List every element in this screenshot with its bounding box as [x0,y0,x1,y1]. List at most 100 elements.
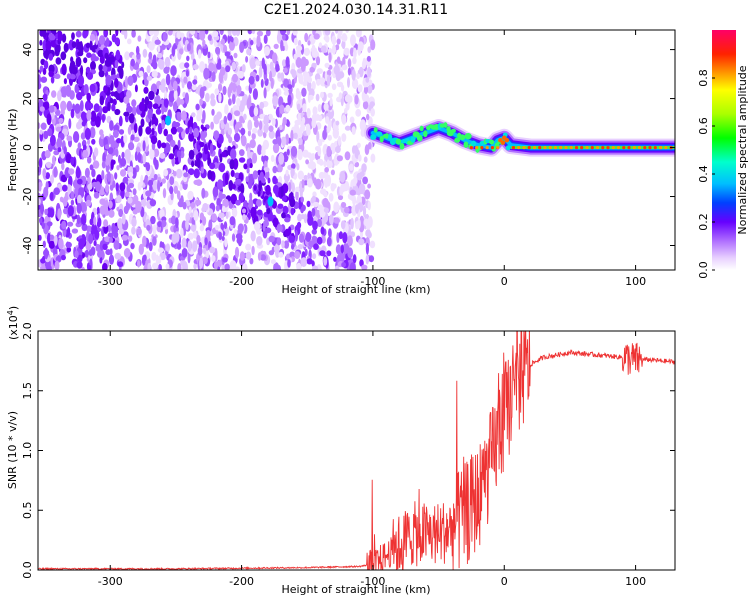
noise-blob [116,138,122,144]
noise-blob [157,247,164,253]
noise-blob [197,246,203,256]
signal-peak-dot [601,146,605,150]
noise-blob [108,237,113,243]
noise-blob [173,89,178,101]
noise-blob [367,85,373,94]
noise-blob [199,257,204,269]
snr-x-axis-label: Height of straight line (km) [281,583,430,596]
noise-blob [252,127,258,134]
noise-blob [221,205,226,213]
noise-blob [85,199,92,207]
noise-blob [298,202,302,210]
noise-blob [301,204,306,212]
noise-blob [69,74,76,80]
noise-blob [231,233,236,242]
noise-blob [295,57,302,68]
noise-blob [352,47,357,59]
noise-blob [252,152,258,164]
noise-blob [257,252,262,261]
noise-blob [82,144,87,151]
noise-blob [242,263,248,270]
noise-blob [367,66,372,78]
noise-blob [338,176,344,182]
noise-blob [123,248,131,258]
noise-blob [320,226,325,235]
signal-peak-dot [553,146,558,150]
noise-blob [316,78,321,86]
noise-blob [187,232,194,240]
noise-blob [177,139,181,149]
snr-y-ticks: 0.0 0.5 1.0 1.5 2.0 [21,322,675,579]
noise-blob [298,137,303,146]
noise-blob [89,83,96,93]
noise-blob [232,82,237,93]
noise-blob [326,250,332,257]
colorbar-tick-label: 0.6 [697,117,710,135]
signal-blob [399,143,405,150]
noise-blob [287,94,292,106]
noise-blob [149,199,157,207]
noise-blob [178,48,184,55]
signal-peak-dot [532,146,537,150]
signal-peak-dot [527,146,531,150]
noise-blob [176,150,182,158]
noise-blob [183,76,188,84]
noise-blob [127,126,132,135]
noise-blob [258,180,262,192]
noise-blob [337,194,344,201]
noise-blob [234,246,240,259]
noise-blob [211,71,216,82]
noise-blob [170,126,177,135]
y-tick-label: 1.0 [21,442,34,460]
noise-blob [312,106,318,116]
noise-blob [298,233,305,243]
noise-blob [367,183,371,189]
noise-blob [187,253,191,264]
noise-blob [119,182,126,192]
noise-blob [281,212,286,219]
noise-blob [38,74,41,85]
noise-blob [315,93,320,102]
noise-blob [318,42,323,49]
noise-blob [335,244,342,255]
noise-blob [257,144,263,156]
noise-blob [106,154,113,161]
noise-blob [49,191,54,201]
noise-blob [131,226,136,235]
noise-blob [74,187,79,197]
noise-blob [293,53,298,61]
noise-blob [250,231,256,241]
signal-peak-dot [611,146,615,150]
noise-blob [232,183,236,190]
signal-peak-dot [585,146,589,150]
noise-blob [147,179,154,187]
noise-blob [71,228,79,234]
noise-blob [345,30,349,33]
signal-blob [443,122,448,128]
noise-blob [213,114,220,125]
noise-blob [243,163,248,170]
noise-blob [256,199,262,207]
noise-blob [308,94,314,101]
noise-blob [153,30,159,37]
noise-blob [74,83,80,94]
noise-blob [68,168,75,175]
noise-blob [229,159,235,170]
signal-blob [454,137,461,143]
noise-blob [228,98,232,106]
noise-blob [46,221,53,227]
noise-blob [343,34,348,42]
noise-blob [318,171,326,179]
noise-blob [192,64,199,70]
noise-blob [81,213,87,226]
noise-blob [307,40,311,46]
noise-blob [148,41,155,51]
noise-blob [135,200,142,213]
noise-blob-highlight [165,115,172,126]
noise-blob [282,67,288,73]
noise-blob [283,240,290,249]
noise-blob [332,127,339,139]
noise-blob [307,215,314,226]
noise-blob [279,104,285,115]
noise-blob [65,84,72,96]
